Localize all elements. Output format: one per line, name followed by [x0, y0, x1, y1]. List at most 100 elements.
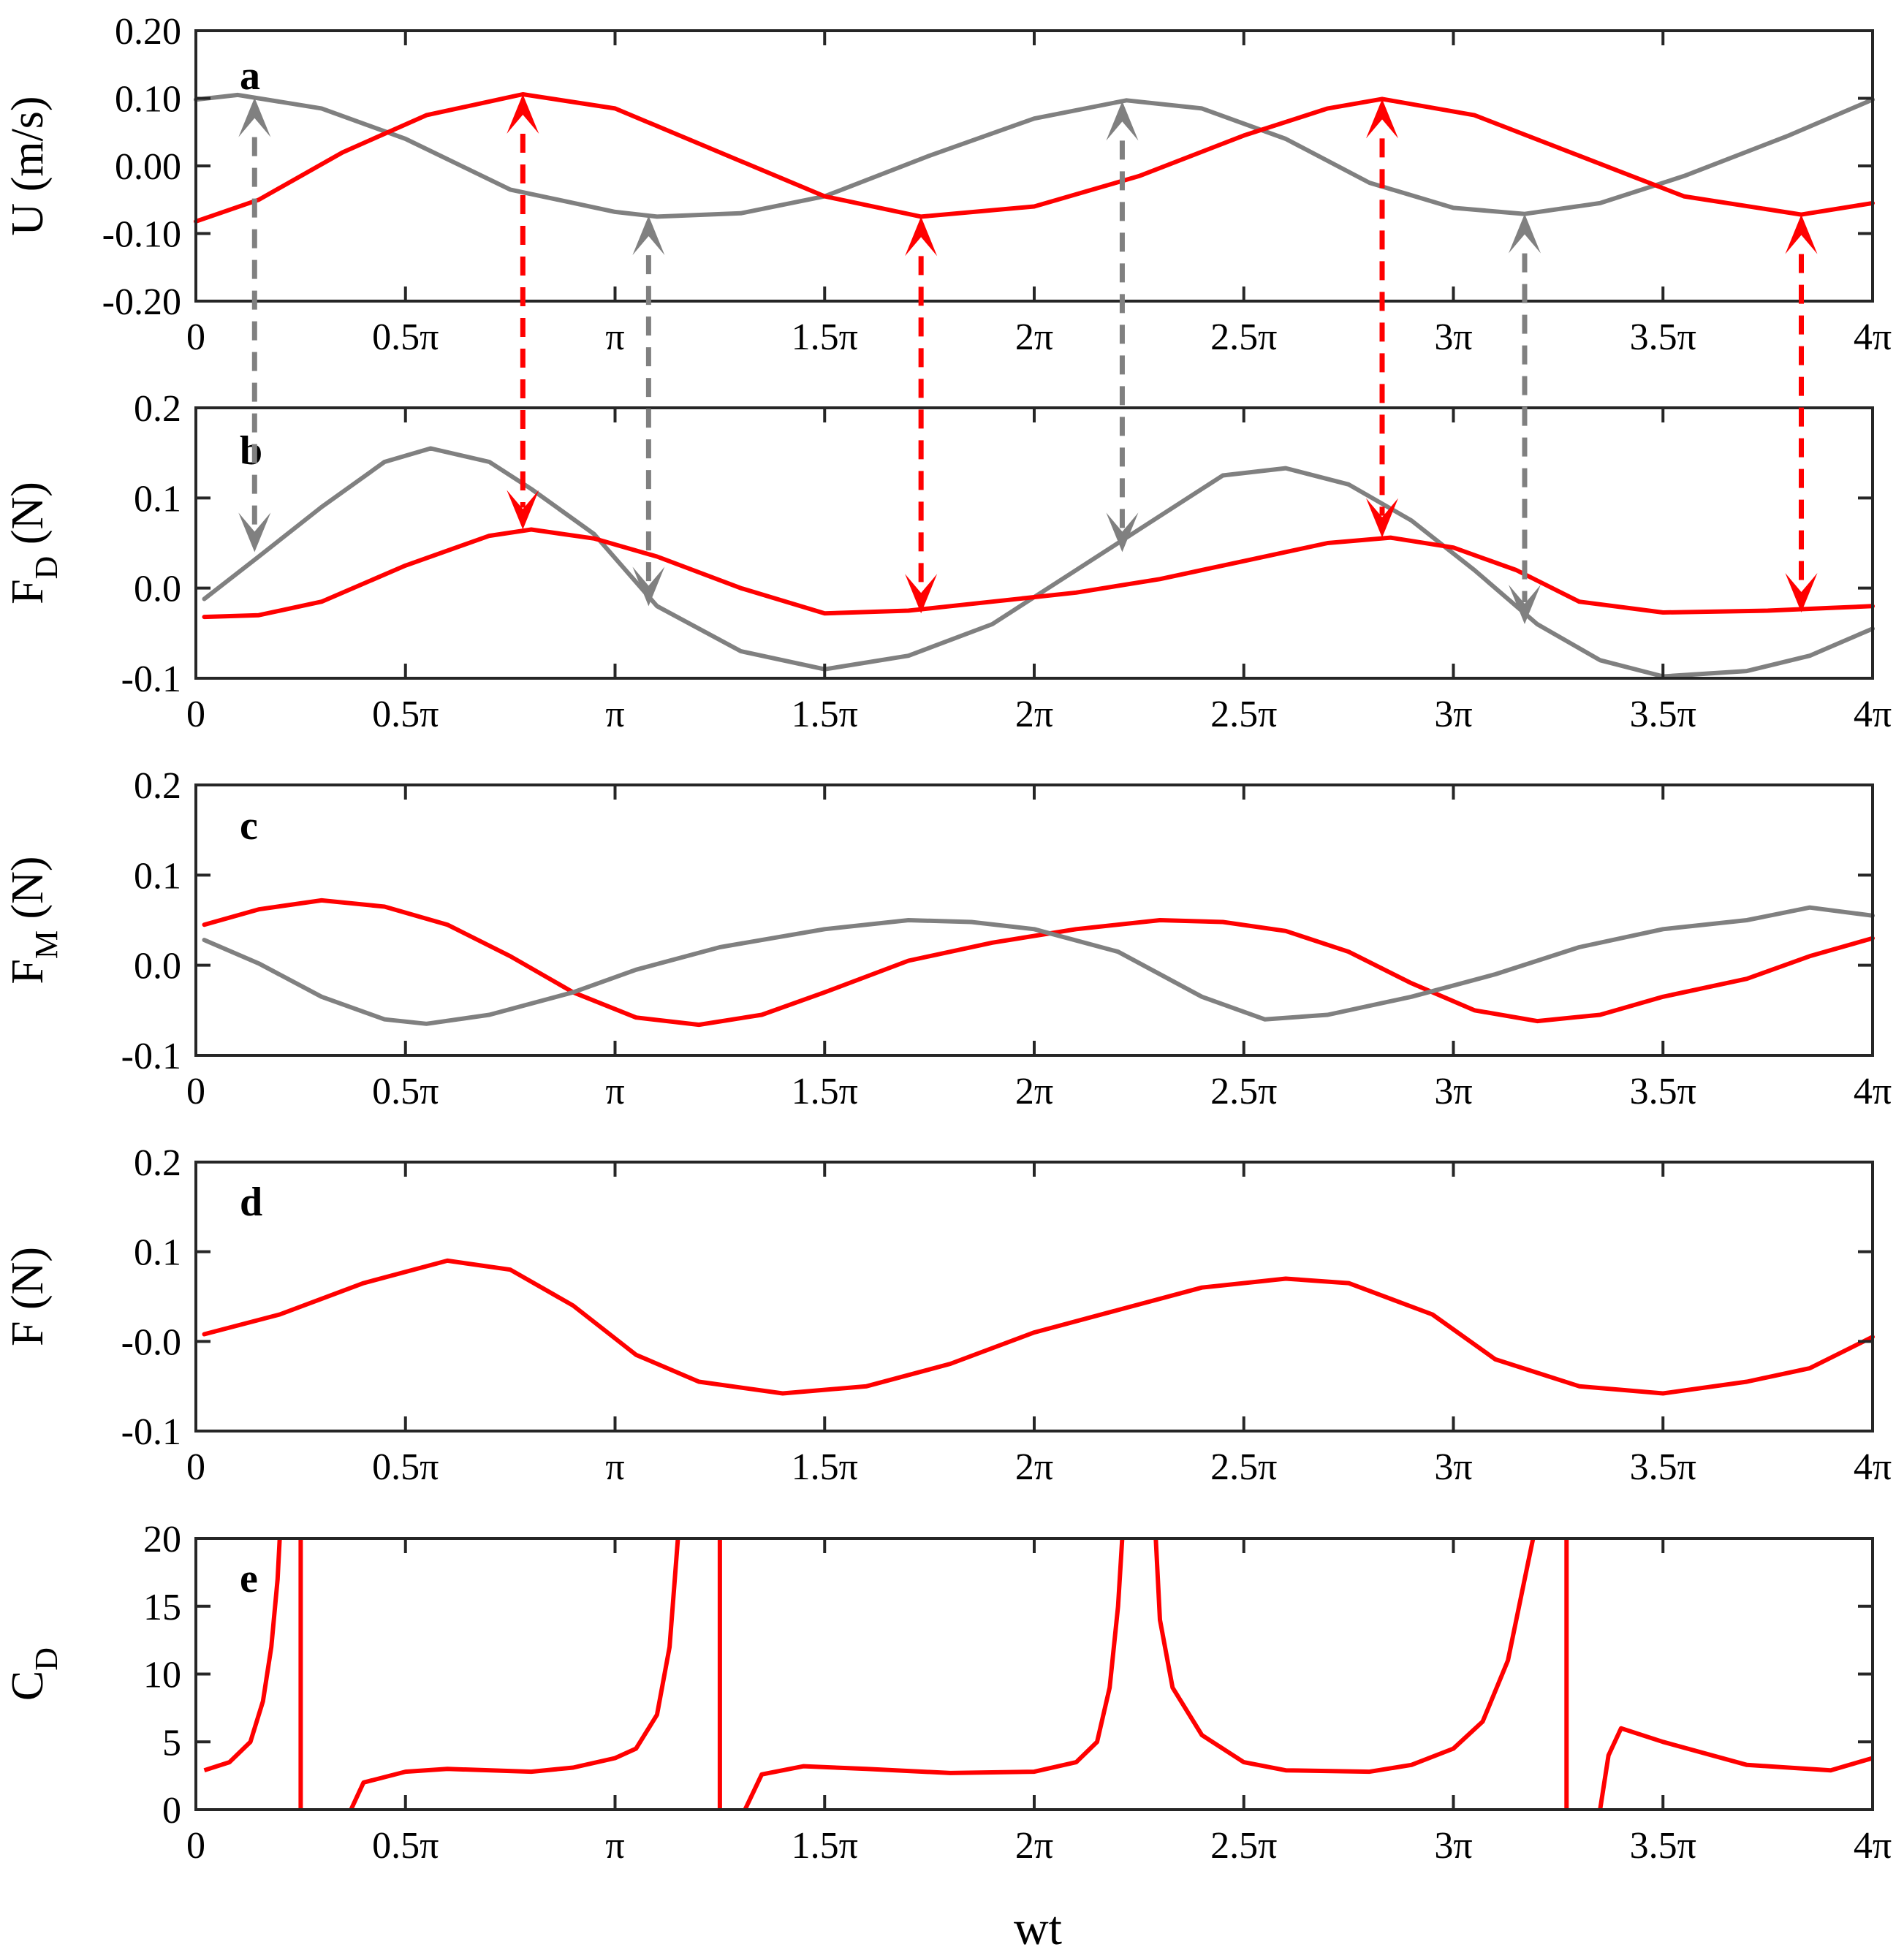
panel-e: 0 0.5π π 1.5π 2π 2.5π 3π 3.5π 4π 0 5 10 15 20 CD e — [3, 1519, 1892, 1867]
panel-e-ylabel-part: D — [29, 1647, 64, 1671]
panel-e-ylabel-part: C — [3, 1671, 53, 1701]
panel-b-ytick-label: -0.1 — [121, 659, 181, 700]
panel-c-xtick-label: 3.5π — [1630, 1071, 1696, 1112]
panel-c-ytick-label: 0.2 — [134, 765, 181, 807]
panel-c-ytick-label: 0.0 — [134, 946, 181, 987]
panel-b-ylabel-part: (N) — [3, 482, 53, 556]
panel-e-ytick-label: 5 — [162, 1722, 181, 1764]
panel-d-xtick-label: 1.5π — [792, 1446, 858, 1488]
panel-b-xtick-label: π — [605, 694, 624, 735]
panel-d-ytick-label: -0.0 — [121, 1321, 181, 1363]
panel-e-xtick-label: 2π — [1015, 1825, 1053, 1867]
panel-e-xtick-label: 1.5π — [792, 1825, 858, 1867]
panel-e-cd-segment-7 — [1598, 1726, 1873, 1810]
panel-b-ytick-label: 0.0 — [134, 569, 181, 610]
panel-e-ytick-label: 15 — [143, 1587, 181, 1628]
panel-b-xtick-label: 2π — [1015, 694, 1053, 735]
panel-a-xtick-label: 3π — [1434, 316, 1472, 358]
panel-e-xtick-label: 0 — [186, 1825, 205, 1867]
link-arrow-head-down-7 — [1785, 572, 1818, 612]
panel-b-series — [202, 446, 1875, 679]
link-arrow-head-up-0 — [238, 97, 271, 137]
panel-a: 0 0.5π π 1.5π 2π 2.5π 3π 3.5π 4π -0.20 -0.10 0.00 0.… — [3, 11, 1892, 358]
panel-b-ytick-label: 0.2 — [134, 388, 181, 430]
panel-d-ylabel-part: F (N) — [3, 1247, 53, 1346]
panel-b-xtick-label: 3π — [1434, 694, 1472, 735]
panel-e-ytick-label: 10 — [143, 1655, 181, 1696]
x-axis-label: wt — [1014, 1902, 1062, 1955]
panel-b-label: b — [240, 428, 262, 474]
panel-b-xtick-label: 4π — [1854, 694, 1892, 735]
panel-e-cd-segment-2 — [349, 1538, 680, 1811]
panel-a-ylabel-text: U (m/s) — [3, 96, 53, 235]
panel-e-xtick-label: 0.5π — [372, 1825, 439, 1867]
panel-e-label: e — [240, 1556, 258, 1601]
panel-b-ytick-label: 0.1 — [134, 478, 181, 520]
panel-c-gray-line — [202, 905, 1875, 1026]
panel-c-xtick-label: 3π — [1434, 1071, 1472, 1112]
panel-e-cd-segment-0 — [203, 1538, 282, 1773]
panel-e-series — [203, 1538, 1873, 1811]
panel-a-label: a — [240, 53, 260, 99]
link-arrow-head-down-1 — [507, 490, 539, 530]
panel-a-xtick-label: π — [605, 316, 624, 358]
panel-b-xtick-label: 3.5π — [1630, 694, 1696, 735]
panel-e-ytick-label: 0 — [162, 1790, 181, 1832]
panel-c-label: c — [240, 803, 258, 849]
panel-c-xtick-label: 1.5π — [792, 1071, 858, 1112]
panel-a-frame — [194, 29, 1874, 303]
panel-b-xtick-label: 1.5π — [792, 694, 858, 735]
panel-a-ytick-label: 0.00 — [115, 146, 181, 188]
panel-d-ylabel: F (N) — [3, 1247, 53, 1346]
link-arrow-head-up-3 — [905, 216, 938, 257]
panel-c-ylabel-part: (N) — [3, 856, 53, 930]
panel-c-xtick-label: 0.5π — [372, 1071, 439, 1112]
panel-d-label: d — [240, 1180, 262, 1225]
panel-c-ytick-label: 0.1 — [134, 855, 181, 897]
panel-e-xtick-label: 4π — [1854, 1825, 1892, 1867]
panel-a-red-line — [194, 92, 1875, 224]
panel-a-axes-box: 0 0.5π π 1.5π 2π 2.5π 3π 3.5π 4π -0.20 -0.10 0.00 0.… — [102, 11, 1892, 358]
link-arrow-head-up-6 — [1508, 213, 1541, 254]
panel-e-xtick-label: π — [605, 1825, 624, 1867]
panel-d-xtick-label: 0 — [186, 1446, 205, 1488]
panel-b-frame — [194, 406, 1874, 680]
panel-c-red-line — [202, 898, 1875, 1028]
panel-b-ylabel-text: FD (N) — [3, 482, 64, 604]
panel-c-ylabel-part: M — [29, 930, 64, 959]
panel-c-ytick-label: -0.1 — [121, 1036, 181, 1077]
panel-e-xtick-label: 3.5π — [1630, 1825, 1696, 1867]
link-arrow-head-down-0 — [238, 512, 271, 553]
panel-a-ylabel-part: U (m/s) — [3, 96, 53, 235]
panel-d-xtick-label: 3π — [1434, 1446, 1472, 1488]
panel-c-ylabel-text: FM (N) — [3, 856, 64, 984]
panel-d-axes-box: 0 0.5π π 1.5π 2π 2.5π 3π 3.5π 4π -0.1 -0.0 0.1 0.2 — [121, 1142, 1892, 1488]
link-arrow-head-down-5 — [1366, 498, 1399, 538]
arrows-layer — [238, 94, 1818, 624]
panel-b-ylabel: FD (N) — [3, 482, 64, 604]
panel-a-ytick-label: 0.20 — [115, 11, 181, 53]
panel-a-ytick-label: -0.10 — [102, 214, 181, 256]
panel-c-xtick-label: 4π — [1854, 1071, 1892, 1112]
panel-d-series — [202, 1258, 1875, 1396]
panel-b-gray-line — [202, 446, 1875, 679]
panel-d-xtick-label: 2π — [1015, 1446, 1053, 1488]
panel-d-ytick-label: 0.1 — [134, 1232, 181, 1274]
panel-a-xtick-label: 2.5π — [1210, 316, 1277, 358]
panel-b-xtick-label: 2.5π — [1210, 694, 1277, 735]
panel-c: 0 0.5π π 1.5π 2π 2.5π 3π 3.5π 4π -0.1 0.0 0.1 0.2 FM… — [3, 765, 1892, 1112]
panel-e-axes-box: 0 0.5π π 1.5π 2π 2.5π 3π 3.5π 4π 0 5 10 15 20 — [143, 1519, 1892, 1867]
link-arrow-head-up-5 — [1366, 99, 1399, 139]
link-arrow-head-down-2 — [632, 566, 665, 607]
panel-e-cd-segment-5 — [1153, 1538, 1536, 1775]
panel-e-ylabel: CD — [3, 1647, 64, 1701]
panel-a-gray-line — [194, 92, 1875, 219]
link-arrow-head-down-3 — [905, 574, 938, 614]
panel-a-series — [194, 92, 1875, 224]
panel-b-ylabel-part: F — [3, 579, 53, 604]
panel-c-xtick-label: 2π — [1015, 1071, 1053, 1112]
panel-c-axes-box: 0 0.5π π 1.5π 2π 2.5π 3π 3.5π 4π -0.1 0.0 0.1 0.2 — [121, 765, 1892, 1112]
panel-a-xtick-label: 1.5π — [792, 316, 858, 358]
panel-b-ylabel-part: D — [29, 556, 64, 580]
